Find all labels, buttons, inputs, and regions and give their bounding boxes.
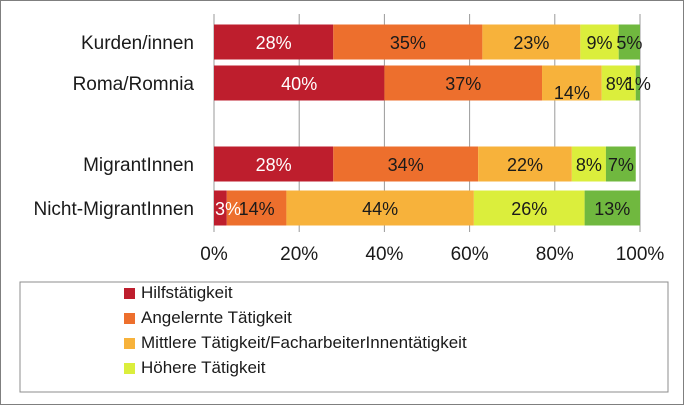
data-label: 8% xyxy=(576,155,602,175)
bar-segment xyxy=(580,24,619,60)
data-labels: 28% 35% 23% 9% 5%40% 37% 14% 8%1%28% 34% 22% 8% 7%3… xyxy=(215,33,651,219)
x-tick-label: 20% xyxy=(280,244,318,265)
x-tick-labels: 0% 20% 40% 60% 80% 100% xyxy=(200,244,664,265)
bar-segment xyxy=(214,190,227,226)
legend-swatch xyxy=(124,313,135,324)
bar-segment xyxy=(473,190,585,226)
data-label: 22% xyxy=(507,155,543,175)
data-label: 35% xyxy=(390,33,426,53)
data-label: 23% xyxy=(513,33,549,53)
data-label: 44% xyxy=(362,199,398,219)
bar-segment xyxy=(214,146,334,182)
bar-segment xyxy=(286,190,474,226)
data-label: 37% xyxy=(445,74,481,94)
bar-segment xyxy=(635,65,640,101)
bar-segment xyxy=(214,65,385,101)
data-label: 9% xyxy=(587,33,613,53)
data-label: 8% xyxy=(606,74,632,94)
category-label: Kurden/innen xyxy=(81,33,194,54)
category-label: Roma/Romnia xyxy=(73,74,195,95)
category-label: MigrantInnen xyxy=(83,155,194,176)
legend-swatch xyxy=(124,288,135,299)
bar-segment xyxy=(482,24,581,60)
bar-segment xyxy=(384,65,543,101)
legend-label: Angelernte Tätigkeit xyxy=(141,308,292,327)
bar-segment xyxy=(214,24,334,60)
category-label: Nicht-MigrantInnen xyxy=(33,199,194,220)
bars xyxy=(214,24,640,226)
data-label: 13% xyxy=(594,199,630,219)
data-label: 1% xyxy=(625,74,651,94)
x-tick-label: 40% xyxy=(365,244,403,265)
bar-segment xyxy=(584,190,640,226)
data-label: 14% xyxy=(239,199,275,219)
legend-label: Mittlere Tätigkeit/FacharbeiterInnentäti… xyxy=(141,333,467,352)
bar-segment xyxy=(542,65,602,101)
data-label: 34% xyxy=(388,155,424,175)
legend-swatch xyxy=(124,363,135,374)
bar-segment xyxy=(618,24,640,60)
x-tick-label: 80% xyxy=(536,244,574,265)
data-label: 40% xyxy=(281,74,317,94)
bar-segment xyxy=(478,146,572,182)
legend: Hilfstätigkeit Angelernte Tätigkeit Mittle… xyxy=(19,281,669,393)
bar-segment xyxy=(333,146,479,182)
bar-segment xyxy=(571,146,606,182)
data-label: 28% xyxy=(256,155,292,175)
legend-label: Höhere Tätigkeit xyxy=(141,358,266,377)
data-label: 3% xyxy=(215,199,241,219)
x-tick-label: 0% xyxy=(200,244,228,265)
bar-segment xyxy=(601,65,636,101)
x-tick-label: 60% xyxy=(451,244,489,265)
legend-label: Hilfstätigkeit xyxy=(141,283,233,302)
legend-swatch xyxy=(124,338,135,349)
data-label: 7% xyxy=(608,155,634,175)
data-label: 14% xyxy=(554,83,590,103)
data-label: 26% xyxy=(511,199,547,219)
category-labels: Kurden/innen Roma/Romnia MigrantInnen Nicht… xyxy=(33,33,194,220)
bar-segment xyxy=(226,190,287,226)
data-label: 28% xyxy=(256,33,292,53)
bar-segment xyxy=(333,24,483,60)
bar-segment xyxy=(605,146,636,182)
data-label: 5% xyxy=(616,33,642,53)
x-tick-label: 100% xyxy=(616,244,665,265)
